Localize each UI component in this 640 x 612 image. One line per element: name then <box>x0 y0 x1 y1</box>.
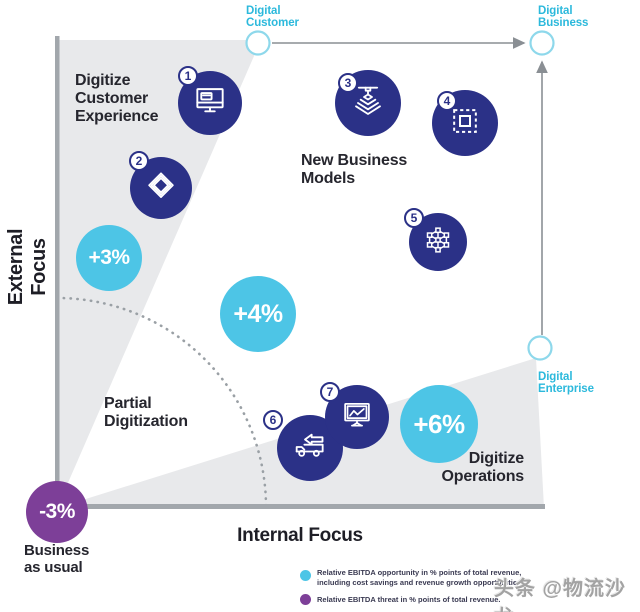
marker-3-number: 3 <box>338 73 358 93</box>
marker-2-number: 2 <box>129 151 149 171</box>
marker-4-number: 4 <box>437 91 457 111</box>
digital-business-label: Digital Business <box>538 5 589 29</box>
partial-digitization-arc <box>55 296 268 509</box>
marker-5-number: 5 <box>404 208 424 228</box>
ebitda-bubble-minus3: -3% <box>26 481 88 543</box>
ar-square-icon <box>445 101 485 146</box>
legend-threat-text: Relative EBITDA threat in % points of to… <box>317 595 501 604</box>
digital-enterprise-node <box>527 335 553 361</box>
ecommerce-monitor-icon <box>191 82 229 125</box>
marker-1-number: 1 <box>178 66 198 86</box>
analytics-monitor-icon <box>338 396 376 439</box>
x-axis-label: Internal Focus <box>237 525 363 546</box>
legend-opportunity-dot <box>300 570 311 581</box>
y-axis-label: External Focus <box>5 228 50 306</box>
external-focus-wedge <box>57 40 261 508</box>
region-digitize-customer-experience: Digitize Customer Experience <box>75 72 159 125</box>
digital-enterprise-label: Digital Enterprise <box>538 371 594 395</box>
x-axis <box>55 504 545 509</box>
legend-opportunity-text: Relative EBITDA opportunity in % points … <box>317 568 524 587</box>
logistics-truck-icon <box>290 426 330 471</box>
stacked-layers-icon <box>142 167 180 210</box>
marker-3 <box>335 70 401 136</box>
legend-threat-dot <box>300 594 311 605</box>
ebitda-bubble-plus3: +3% <box>76 225 142 291</box>
region-business-as-usual: Business as usual <box>24 542 90 576</box>
marker-1 <box>178 71 242 135</box>
watermark: 头条 @物流沙龙 <box>494 578 627 612</box>
region-partial-digitization: Partial Digitization <box>104 395 188 430</box>
digital-business-node <box>529 30 555 56</box>
digital-customer-node <box>245 30 271 56</box>
digital-customer-label: Digital Customer <box>246 5 299 29</box>
marker-7-number: 7 <box>320 382 340 402</box>
region-new-business-models: New Business Models <box>301 152 408 187</box>
y-axis <box>55 36 60 509</box>
marker-6-number: 6 <box>263 410 283 430</box>
ebitda-bubble-plus6: +6% <box>400 385 478 463</box>
distributed-network-icon <box>420 222 456 263</box>
region-digitize-operations: Digitize Operations <box>441 450 525 485</box>
3d-printing-icon <box>348 81 388 126</box>
marker-4 <box>432 90 498 156</box>
ebitda-bubble-plus4: +4% <box>220 276 296 352</box>
